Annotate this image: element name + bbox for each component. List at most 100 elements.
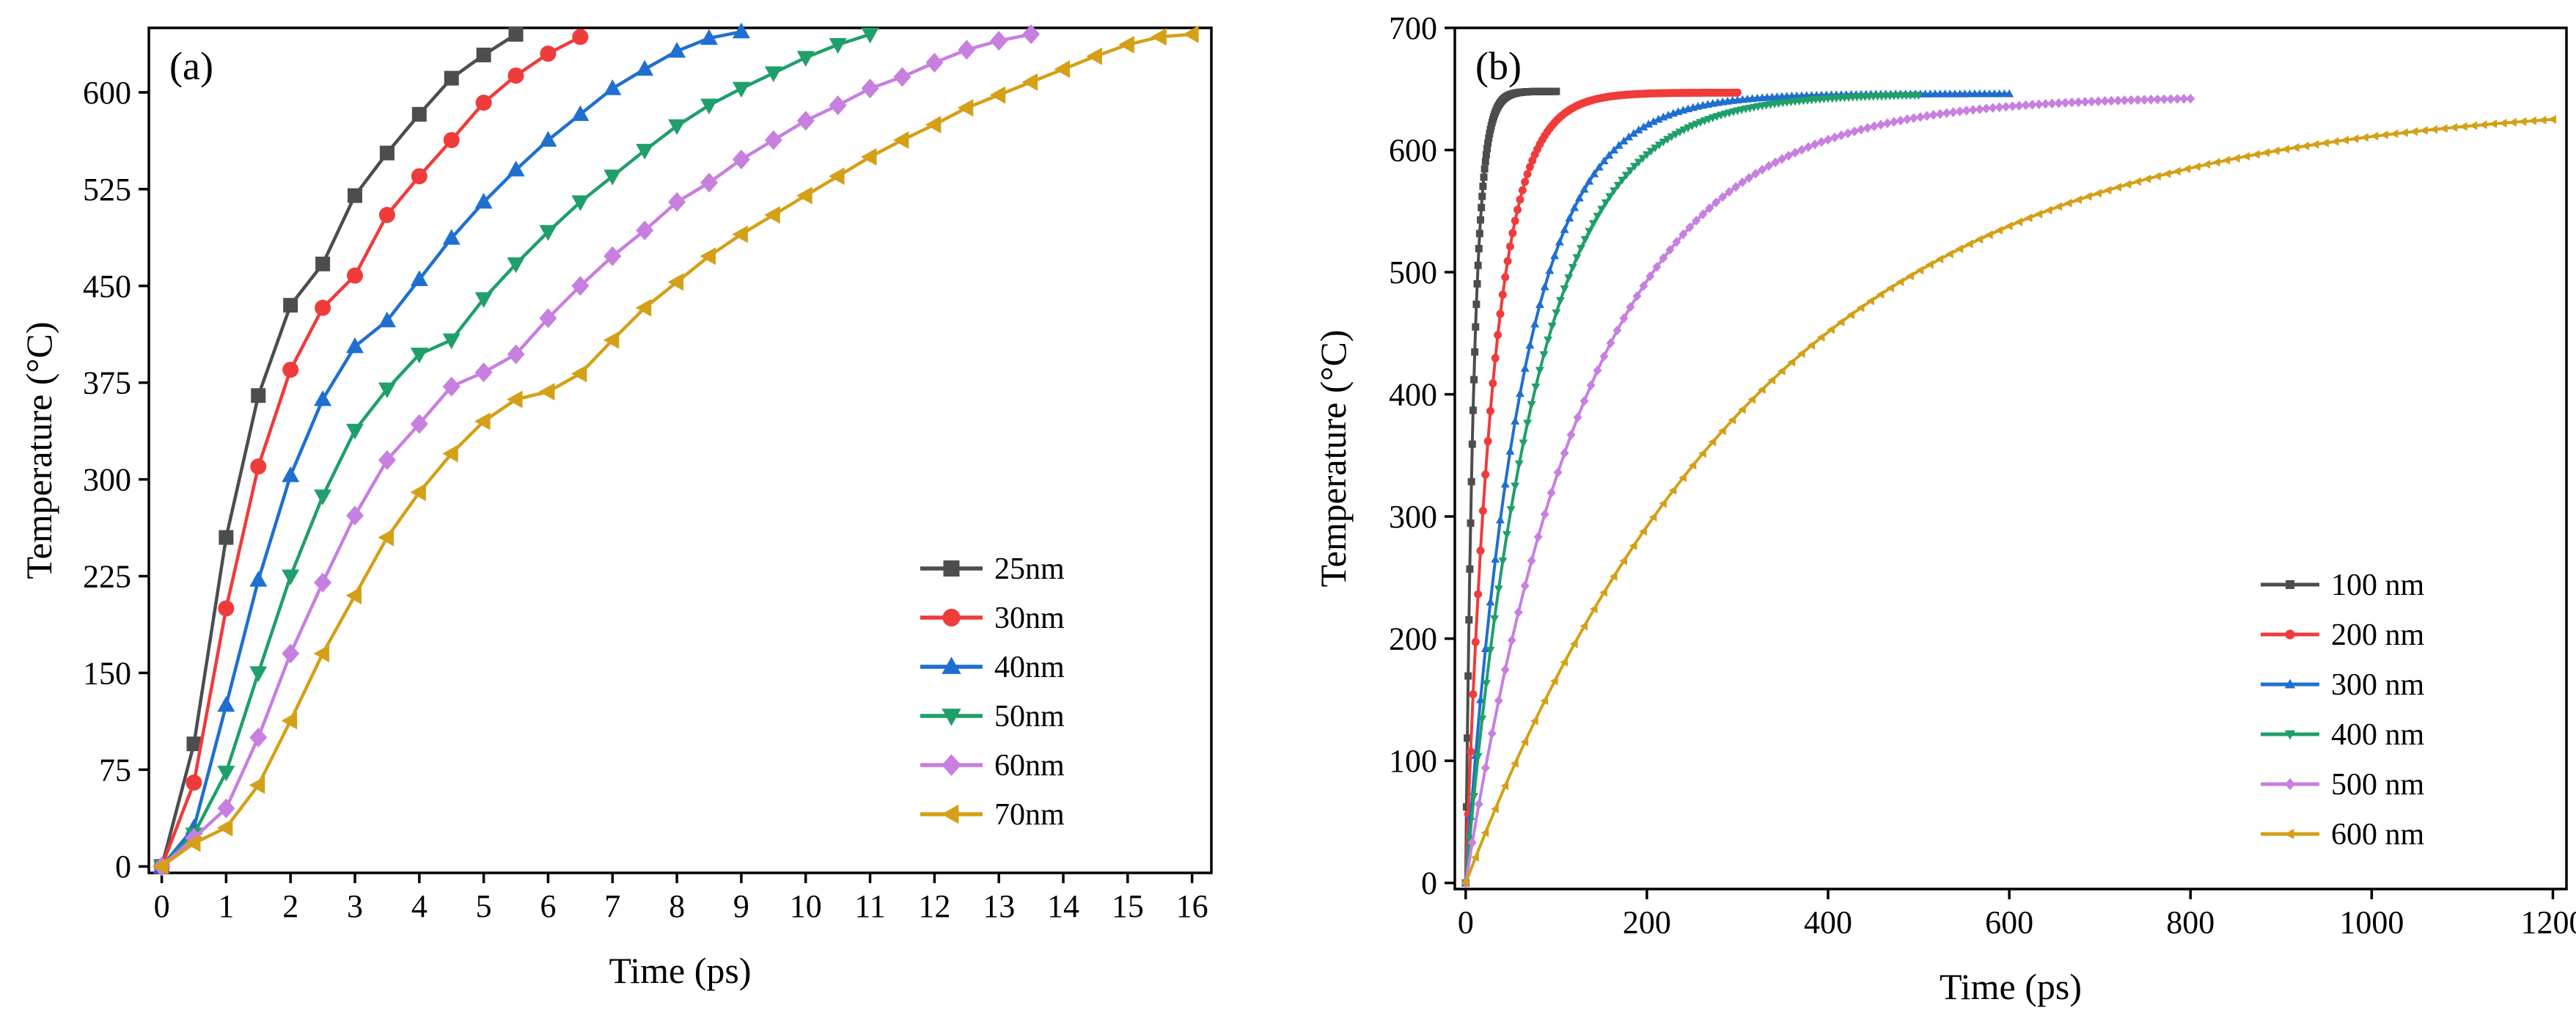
data-point	[1945, 249, 1953, 259]
legend-label: 70nm	[994, 798, 1065, 832]
data-point	[1644, 120, 1654, 128]
data-point	[1711, 197, 1721, 208]
series-30nm	[153, 29, 589, 875]
x-tick-label: 400	[1804, 904, 1852, 940]
data-point	[1668, 486, 1677, 495]
data-point	[2449, 122, 2458, 132]
data-point	[1849, 126, 1859, 136]
data-point	[958, 40, 976, 60]
legend-label: 60nm	[994, 749, 1065, 783]
data-point	[249, 666, 268, 682]
data-point	[507, 257, 525, 274]
data-point	[1549, 676, 1558, 686]
x-tick-label: 1	[218, 888, 234, 924]
data-point	[732, 225, 748, 244]
data-point	[1487, 728, 1497, 739]
legend-marker	[2286, 580, 2294, 589]
data-point	[1468, 440, 1476, 448]
data-point	[1481, 680, 1491, 689]
data-point	[603, 331, 620, 349]
data-point	[1579, 395, 1589, 406]
data-point	[1574, 193, 1584, 202]
data-point	[571, 195, 590, 211]
data-point	[539, 224, 557, 241]
data-point	[1827, 325, 1835, 334]
data-point	[1626, 301, 1635, 312]
data-point	[2107, 95, 2116, 106]
data-point	[1508, 229, 1517, 238]
data-point	[1787, 357, 1796, 367]
data-point	[1639, 280, 1648, 291]
x-tick-label: 200	[1623, 904, 1671, 940]
data-point	[1594, 162, 1604, 171]
data-point	[378, 382, 396, 398]
data-point	[378, 528, 394, 546]
data-point	[2179, 93, 2189, 104]
x-tick-label: 0	[154, 888, 170, 924]
legend-marker	[941, 804, 959, 824]
data-point	[1523, 420, 1533, 428]
data-point	[2044, 205, 2052, 215]
data-point	[2518, 117, 2527, 126]
series-line	[161, 32, 1192, 868]
data-point	[475, 95, 492, 111]
data-point	[1118, 35, 1134, 54]
data-point	[2380, 130, 2388, 139]
data-point	[1476, 546, 1485, 555]
legend-label: 50nm	[994, 700, 1065, 734]
data-point	[443, 132, 460, 149]
data-point	[1521, 178, 1530, 186]
y-tick-label: 400	[1389, 377, 1437, 413]
data-point	[1518, 186, 1527, 194]
data-point	[1639, 527, 1647, 536]
data-point	[2159, 94, 2169, 105]
data-point	[700, 172, 719, 193]
data-point	[2100, 95, 2110, 106]
data-point	[1483, 145, 1491, 153]
data-point	[1516, 195, 1524, 204]
data-point	[1494, 331, 1502, 340]
data-point	[2094, 96, 2103, 106]
data-point	[1486, 130, 1494, 138]
x-tick-label: 7	[604, 888, 620, 924]
legend-item: 50nm	[920, 700, 1065, 734]
data-point	[1605, 193, 1615, 202]
data-point	[1663, 136, 1673, 145]
legend-item: 60nm	[920, 749, 1065, 783]
data-point	[474, 192, 493, 209]
data-point	[2153, 172, 2161, 181]
data-point	[217, 798, 235, 819]
data-point	[1474, 261, 1482, 269]
data-point	[1496, 515, 1505, 524]
data-point	[1527, 555, 1536, 566]
data-point	[2008, 101, 2017, 111]
data-point	[1471, 852, 1479, 862]
data-point	[2281, 145, 2290, 154]
data-point	[1476, 695, 1486, 703]
data-point	[1593, 365, 1602, 376]
data-point	[1469, 792, 1479, 801]
data-point	[1481, 158, 1489, 166]
data-point	[1470, 376, 1478, 384]
data-point	[2094, 189, 2102, 198]
data-point	[796, 51, 815, 67]
data-point	[1718, 426, 1726, 436]
data-point	[1651, 145, 1660, 153]
data-point	[1642, 151, 1651, 159]
legend-marker	[942, 709, 961, 726]
data-point	[2469, 121, 2478, 131]
data-point	[1560, 657, 1568, 667]
data-point	[507, 160, 525, 177]
x-tick-label: 6	[540, 888, 556, 924]
data-point	[1478, 506, 1487, 515]
y-tick-label: 0	[1421, 866, 1437, 901]
data-point	[540, 45, 557, 62]
data-point	[1791, 147, 1800, 158]
data-point	[216, 819, 233, 837]
data-point	[1599, 156, 1609, 165]
data-point	[1964, 239, 1973, 249]
legend-marker	[942, 754, 961, 776]
legend-label: 600 nm	[2331, 818, 2425, 852]
data-point	[1021, 73, 1038, 91]
